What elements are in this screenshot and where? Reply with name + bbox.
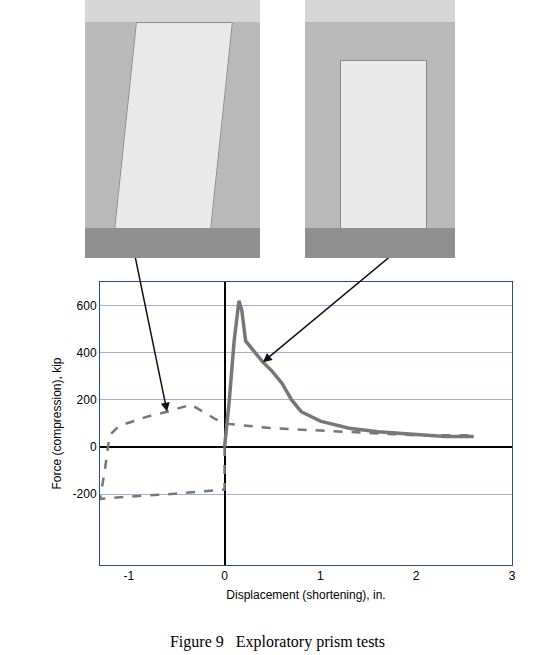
svg-text:Figure 9 Exploratory prism t: Figure 9 Exploratory prism tests [170,633,385,651]
svg-text:2: 2 [413,569,420,583]
svg-text:Displacement (shortening), in.: Displacement (shortening), in. [226,588,385,602]
svg-text:400: 400 [77,346,97,360]
svg-text:Force (compression), kip: Force (compression), kip [50,357,64,489]
svg-text:600: 600 [77,299,97,313]
svg-text:200: 200 [77,393,97,407]
svg-text:1: 1 [317,569,324,583]
svg-text:3: 3 [509,569,516,583]
svg-text:0: 0 [90,440,97,454]
svg-text:0: 0 [221,569,228,583]
svg-text:-1: -1 [123,569,134,583]
svg-text:-200: -200 [73,487,97,501]
